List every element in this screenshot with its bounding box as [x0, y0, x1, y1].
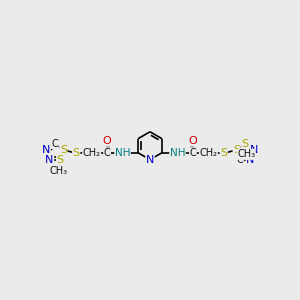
Text: C: C	[190, 148, 196, 158]
Text: NH: NH	[170, 148, 185, 158]
Text: N: N	[146, 154, 154, 165]
Text: N: N	[246, 155, 255, 165]
Text: S: S	[233, 145, 240, 155]
Text: CH₂: CH₂	[199, 148, 217, 158]
Text: O: O	[103, 136, 112, 146]
Text: N: N	[250, 145, 258, 155]
Text: S: S	[56, 155, 64, 165]
Text: N: N	[45, 155, 54, 165]
Text: S: S	[60, 145, 67, 155]
Text: C: C	[104, 148, 110, 158]
Text: C: C	[236, 155, 243, 165]
Text: CH₃: CH₃	[50, 166, 68, 176]
Text: S: S	[220, 148, 227, 158]
Text: CH₂: CH₂	[83, 148, 101, 158]
Text: NH: NH	[115, 148, 130, 158]
Text: N: N	[42, 145, 50, 155]
Text: S: S	[73, 148, 80, 158]
Text: CH₃: CH₃	[237, 149, 255, 159]
Text: S: S	[242, 139, 249, 149]
Text: C: C	[51, 139, 58, 149]
Text: O: O	[188, 136, 197, 146]
